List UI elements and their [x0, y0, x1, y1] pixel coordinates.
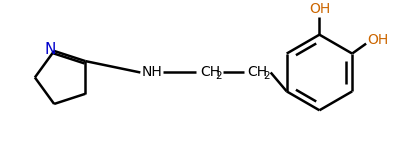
Text: OH: OH [309, 2, 330, 16]
Text: 2: 2 [216, 71, 222, 81]
Text: 2: 2 [264, 71, 270, 81]
Text: CH: CH [248, 65, 268, 79]
Text: CH: CH [200, 65, 220, 79]
Text: NH: NH [142, 65, 163, 79]
Text: OH: OH [367, 33, 389, 47]
Text: N: N [44, 42, 56, 57]
